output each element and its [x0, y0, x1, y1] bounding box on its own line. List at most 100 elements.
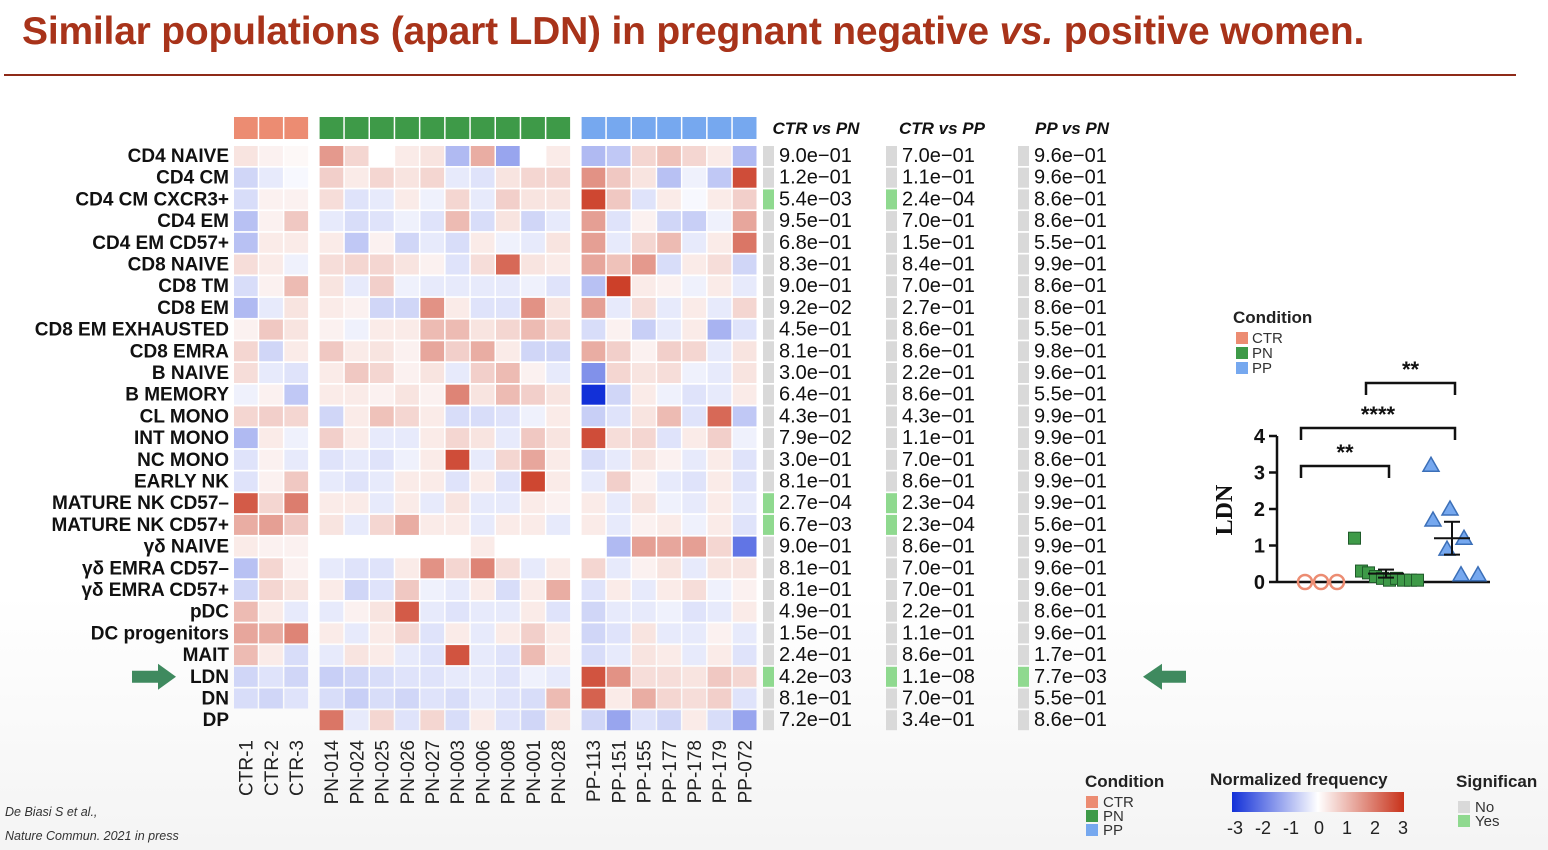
- heatmap-cell: [445, 297, 470, 318]
- y-tick-label: 1: [1254, 536, 1265, 558]
- pvalue-text: 3.4e−01: [902, 709, 975, 731]
- heatmap-cell: [470, 211, 495, 232]
- heatmap-cell: [546, 688, 571, 709]
- heatmap-cell: [496, 232, 520, 253]
- significance-bracket: [1299, 464, 1391, 478]
- pvalue-text: 7.2e−01: [779, 709, 852, 731]
- heatmap-cell: [546, 211, 571, 232]
- heatmap-cell: [395, 471, 419, 492]
- heatmap-cell: [732, 580, 757, 600]
- heatmap-cell: [581, 341, 606, 362]
- heatmap-cell: [259, 189, 283, 210]
- heatmap-cell: [606, 688, 631, 709]
- heatmap-cell: [521, 406, 545, 427]
- heatmap-cell: [445, 580, 470, 600]
- heatmap-cell: [370, 211, 394, 232]
- significance-cell: [763, 254, 774, 275]
- heatmap-cell: [682, 211, 707, 232]
- heatmap-cell: [319, 319, 344, 340]
- pvalue-text: 9.9e−01: [1034, 405, 1107, 427]
- heatmap-cell: [546, 341, 571, 362]
- heatmap-cell: [370, 232, 394, 253]
- row-label: CD8 TM: [158, 276, 229, 297]
- condition-legend-swatch: [1086, 810, 1098, 822]
- ldn-arrow-left-icon: [132, 663, 176, 690]
- heatmap-cell: [657, 363, 681, 383]
- heatmap-cell: [606, 471, 631, 492]
- significance-cell: [1018, 666, 1029, 687]
- heatmap-cell: [707, 688, 732, 709]
- column-label: PP-155: [635, 740, 656, 803]
- heatmap-cell: [395, 363, 419, 383]
- heatmap-cell: [370, 645, 394, 666]
- heatmap-cell: [606, 406, 631, 427]
- pvalue-text: 9.6e−01: [1034, 145, 1107, 167]
- heatmap-cell: [234, 449, 258, 470]
- heatmap-cell: [732, 536, 757, 557]
- heatmap-cell: [344, 297, 369, 318]
- heatmap-cell: [344, 710, 369, 731]
- heatmap-cell: [259, 493, 283, 514]
- heatmap-cell: [470, 471, 495, 492]
- heatmap-cell: [370, 623, 394, 644]
- heatmap-cell: [344, 167, 369, 188]
- pvalue-text: 5.5e−01: [1034, 688, 1107, 710]
- column-label: PP-113: [584, 740, 605, 802]
- heatmap-cell: [496, 167, 520, 188]
- heatmap-cell: [370, 254, 394, 275]
- heatmap-cell: [521, 254, 545, 275]
- heatmap-cell: [284, 384, 309, 405]
- heatmap-cell: [606, 384, 631, 405]
- heatmap-cell: [470, 341, 495, 362]
- heatmap-cell: [470, 580, 495, 600]
- pvalue-text: 6.7e−03: [779, 514, 852, 536]
- column-label: PP-177: [660, 740, 681, 803]
- pvalue-text: 8.6e−01: [1034, 188, 1107, 210]
- heatmap-cell: [259, 167, 283, 188]
- heatmap-cell: [370, 189, 394, 210]
- heatmap-cell: [632, 276, 656, 297]
- page-title: Similar populations (apart LDN) in pregn…: [22, 10, 1364, 54]
- y-tick-label: 3: [1254, 463, 1265, 485]
- heatmap-cell: [521, 710, 545, 731]
- heatmap-cell: [682, 232, 707, 253]
- significance-cell: [1018, 688, 1029, 709]
- pvalue-text: 6.8e−01: [779, 232, 852, 254]
- heatmap-cell: [581, 363, 606, 383]
- heatmap-cell: [420, 384, 445, 405]
- heatmap-cell: [470, 601, 495, 622]
- pvalue-text: 7.7e−03: [1034, 666, 1107, 688]
- row-label: CD4 EM CD57+: [92, 233, 229, 254]
- heatmap-cell: [657, 471, 681, 492]
- heatmap-cell: [370, 167, 394, 188]
- heatmap-cell: [632, 167, 656, 188]
- scatter-legend-label: PN: [1252, 345, 1273, 362]
- heatmap-cell: [632, 146, 656, 166]
- significance-cell: [763, 493, 774, 514]
- significance-cell: [886, 666, 897, 687]
- heatmap-cell: [682, 146, 707, 166]
- heatmap-cell: [521, 514, 545, 535]
- heatmap-cell: [682, 363, 707, 383]
- heatmap-cell: [445, 493, 470, 514]
- heatmap-cell: [707, 189, 732, 210]
- heatmap-cell: [707, 666, 732, 687]
- heatmap-cell: [546, 710, 571, 731]
- heatmap-cell: [657, 536, 681, 557]
- significance-cell: [763, 710, 774, 731]
- heatmap-cell: [521, 428, 545, 449]
- heatmap-cell: [546, 536, 571, 557]
- heatmap-cell: [707, 601, 732, 622]
- heatmap-cell: [344, 276, 369, 297]
- heatmap-cell: [632, 601, 656, 622]
- heatmap-cell: [259, 211, 283, 232]
- heatmap-cell: [445, 232, 470, 253]
- heatmap-cell: [319, 341, 344, 362]
- pvalue-text: 8.3e−01: [779, 254, 852, 276]
- heatmap-cell: [521, 167, 545, 188]
- heatmap-cell: [420, 601, 445, 622]
- heatmap-cell: [259, 601, 283, 622]
- heatmap-cell: [732, 189, 757, 210]
- heatmap-cell: [732, 363, 757, 383]
- heatmap-cell: [682, 645, 707, 666]
